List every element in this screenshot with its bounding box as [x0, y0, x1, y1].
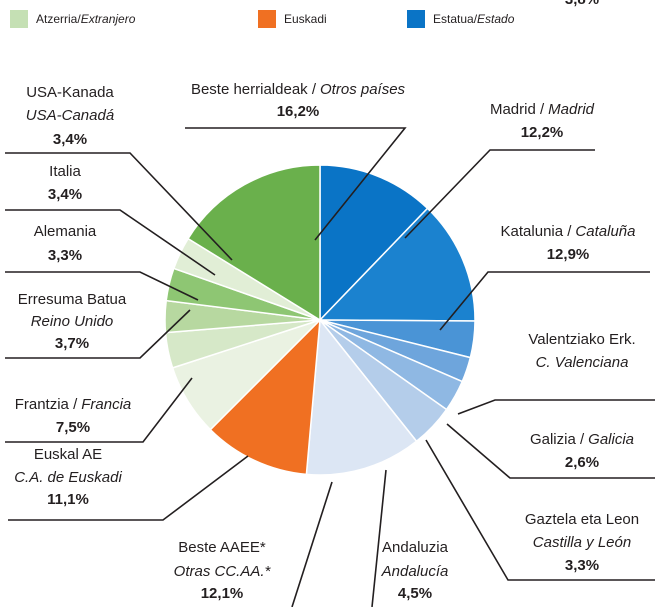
category-label-es: Castilla y León: [533, 534, 631, 551]
category-label: Madrid / Madrid: [490, 101, 595, 118]
category-label: Beste AAEE*: [178, 539, 266, 556]
leader-line: [5, 152, 233, 261]
value-label: 3,4%: [53, 131, 87, 148]
category-text-es: Francia: [81, 396, 131, 413]
value-label: 3,8%: [565, 0, 599, 8]
legend-swatch: [258, 10, 276, 28]
pie-slice: [187, 164, 321, 322]
category-label: Alemania: [34, 223, 97, 240]
value-label: 11,1%: [47, 491, 89, 508]
leader-line: [291, 481, 333, 607]
legend-text-es: Extranjero: [81, 12, 136, 26]
leader-line: [5, 271, 199, 301]
leader-line: [5, 377, 193, 443]
category-text-es: Madrid: [548, 101, 595, 118]
pie-slice: [318, 207, 476, 322]
value-label: 12,9%: [547, 246, 590, 263]
pie-slice: [319, 164, 429, 322]
leader-line: [404, 149, 595, 239]
legend-swatch: [407, 10, 425, 28]
value-label: 4,5%: [398, 585, 432, 602]
leader-line: [8, 455, 249, 521]
value-label: 2,6%: [565, 454, 599, 471]
legend-label: Estatua/Estado: [433, 12, 515, 26]
leader-line: [5, 309, 191, 359]
legend-label: Euskadi: [284, 12, 327, 26]
category-label: USA-Kanada: [26, 84, 114, 101]
category-label-es: C. Valenciana: [536, 354, 629, 371]
category-label: Andaluzia: [382, 539, 449, 556]
category-text-es: Otros países: [320, 81, 406, 98]
value-label: 7,5%: [56, 419, 90, 436]
category-label: Euskal AE: [34, 446, 102, 463]
category-label-es: Otras CC.AA.*: [174, 563, 272, 580]
category-label: Valentziako Erk.: [528, 331, 635, 348]
leader-line: [371, 469, 387, 607]
category-text: Frantzia /: [15, 396, 78, 413]
leader-line: [439, 271, 650, 331]
category-text: Madrid /: [490, 101, 545, 118]
category-label: Erresuma Batua: [18, 291, 127, 308]
legend-text: Estatua/: [433, 12, 478, 26]
category-label: Katalunia / Cataluña: [501, 223, 636, 240]
legend-label: Atzerria/Extranjero: [36, 12, 136, 26]
category-label: Italia: [49, 163, 81, 180]
leader-line: [5, 209, 216, 276]
legend-text: Euskadi: [284, 12, 327, 26]
category-label: Gaztela eta Leon: [525, 511, 639, 528]
value-label: 12,2%: [521, 124, 564, 141]
category-label-es: C.A. de Euskadi: [14, 469, 122, 486]
leader-line: [457, 399, 655, 415]
legend-text-es: Estado: [477, 12, 515, 26]
value-label: 3,4%: [48, 186, 82, 203]
category-label: Frantzia / Francia: [15, 396, 132, 413]
legend-swatch: [10, 10, 28, 28]
value-label: 16,2%: [277, 103, 320, 120]
category-label-es: Andalucía: [381, 563, 449, 580]
value-label: 12,1%: [201, 585, 244, 602]
category-label: Beste herrialdeak / Otros países: [191, 81, 406, 98]
leader-line: [425, 439, 655, 581]
pie-slice: [209, 318, 321, 476]
category-label-es: USA-Canadá: [26, 107, 114, 124]
legend-text: Atzerria/: [36, 12, 81, 26]
value-label: 3,3%: [565, 557, 599, 574]
category-text: Katalunia /: [501, 223, 573, 240]
pie-slice: [305, 318, 418, 476]
category-text: Beste herrialdeak /: [191, 81, 317, 98]
category-label: Galizia / Galicia: [530, 431, 634, 448]
leader-line: [185, 127, 407, 241]
value-label: 3,3%: [48, 247, 82, 264]
value-label: 3,7%: [55, 335, 89, 352]
category-text-es: Cataluña: [575, 223, 635, 240]
category-label-es: Reino Unido: [31, 313, 114, 330]
category-text-es: Galicia: [588, 431, 634, 448]
category-text: Galizia /: [530, 431, 585, 448]
leader-line: [446, 423, 655, 479]
